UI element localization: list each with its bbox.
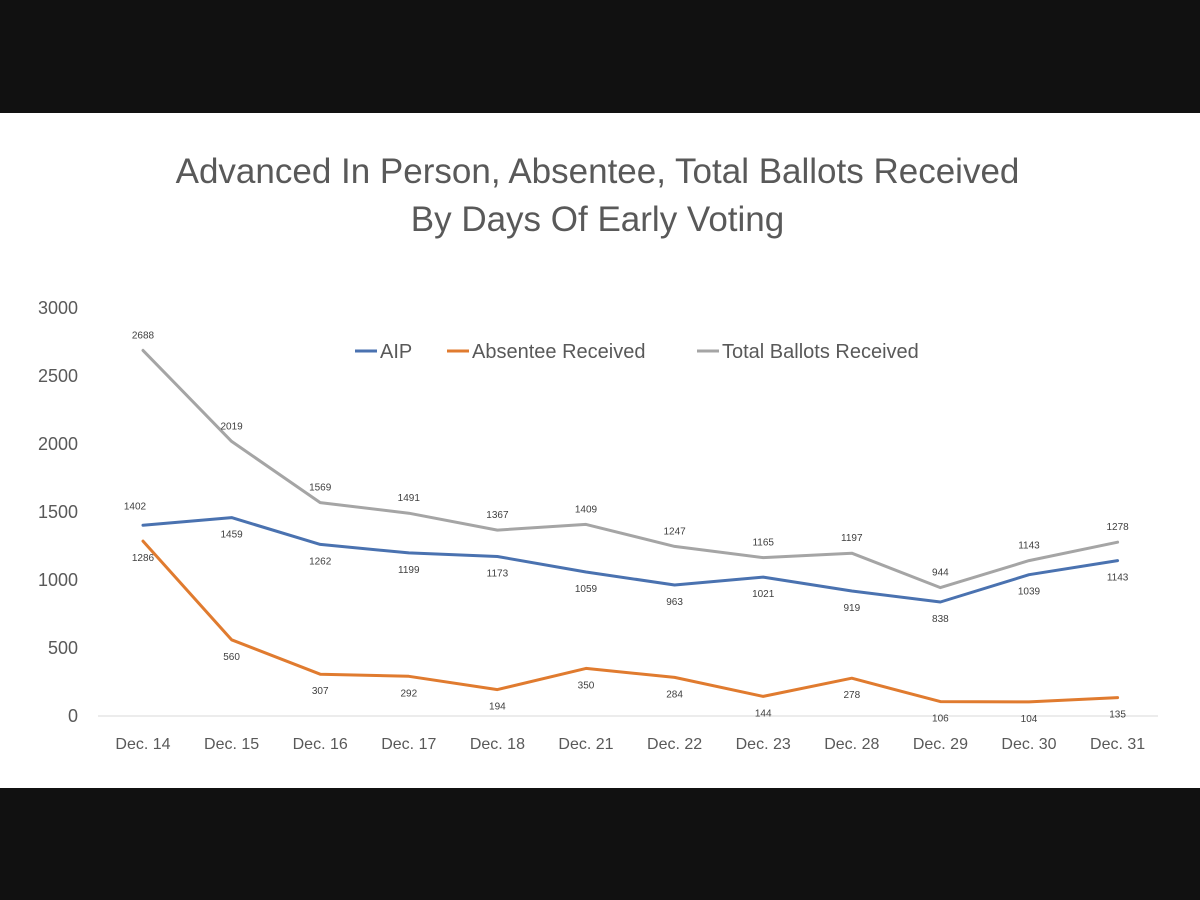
data-label: 307	[312, 686, 329, 697]
y-tick-label: 500	[48, 638, 78, 658]
data-label: 350	[578, 680, 595, 691]
data-label: 1409	[575, 504, 598, 515]
data-label: 944	[932, 568, 949, 579]
data-label: 194	[489, 702, 506, 713]
chart-title: Advanced In Person, Absentee, Total Ball…	[175, 152, 1020, 191]
data-label: 1402	[124, 501, 147, 512]
x-tick-label: Dec. 17	[381, 736, 436, 753]
y-tick-label: 2000	[38, 434, 78, 454]
data-label: 144	[755, 708, 772, 719]
x-tick-label: Dec. 28	[824, 736, 879, 753]
data-label: 838	[932, 614, 949, 625]
legend-label: Absentee Received	[472, 341, 645, 363]
x-tick-label: Dec. 30	[1001, 736, 1056, 753]
legend-label: AIP	[380, 341, 412, 363]
data-label: 1491	[398, 493, 421, 504]
data-label: 1262	[309, 556, 332, 567]
data-label: 1039	[1018, 587, 1041, 598]
data-label: 104	[1021, 714, 1038, 725]
data-label: 106	[932, 714, 949, 725]
x-tick-label: Dec. 15	[204, 736, 259, 753]
data-label: 1143	[1018, 541, 1040, 552]
data-label: 1278	[1106, 522, 1129, 533]
data-label: 1165	[752, 538, 774, 549]
data-label: 1143	[1107, 573, 1129, 584]
y-tick-label: 1500	[38, 502, 78, 522]
x-tick-label: Dec. 22	[647, 736, 702, 753]
x-tick-label: Dec. 23	[736, 736, 791, 753]
data-label: 1286	[132, 553, 155, 564]
y-tick-label: 2500	[38, 366, 78, 386]
x-tick-label: Dec. 31	[1090, 736, 1145, 753]
chart-title-block: Advanced In Person, Absentee, Total Ball…	[0, 148, 1195, 244]
data-label: 1247	[663, 526, 686, 537]
series-line-1	[141, 539, 1120, 704]
data-label: 2019	[220, 421, 243, 432]
data-label: 963	[666, 597, 683, 608]
data-label: 284	[666, 689, 683, 700]
x-tick-label: Dec. 14	[115, 736, 170, 753]
data-label: 1197	[841, 533, 863, 544]
data-label: 1059	[575, 584, 598, 595]
data-label: 560	[223, 652, 240, 663]
legend-label: Total Ballots Received	[722, 341, 919, 363]
chart-panel: Advanced In Person, Absentee, Total Ball…	[0, 113, 1200, 788]
x-tick-label: Dec. 29	[913, 736, 968, 753]
data-label: 1367	[486, 510, 509, 521]
data-label: 1173	[487, 568, 509, 579]
data-label: 919	[843, 603, 860, 614]
series-line-2	[141, 348, 1120, 590]
data-label: 292	[400, 688, 417, 699]
y-tick-label: 3000	[38, 298, 78, 318]
x-tick-label: Dec. 21	[558, 736, 613, 753]
y-tick-label: 0	[68, 706, 78, 726]
data-label: 2688	[132, 330, 155, 341]
data-label: 135	[1109, 710, 1126, 721]
series-line-0	[141, 516, 1120, 604]
x-tick-label: Dec. 16	[293, 736, 348, 753]
x-tick-label: Dec. 18	[470, 736, 525, 753]
data-label: 1021	[752, 589, 775, 600]
line-chart: 0 500 1000 1500 2000 2500 3000 Dec. 14 Dec. 15 De…	[38, 298, 1158, 753]
data-label: 1569	[309, 483, 332, 494]
data-label: 1459	[220, 530, 243, 541]
y-tick-label: 1000	[38, 570, 78, 590]
chart-subtitle: By Days Of Early Voting	[410, 200, 785, 239]
data-label: 1199	[398, 565, 420, 576]
data-label: 278	[843, 690, 860, 701]
